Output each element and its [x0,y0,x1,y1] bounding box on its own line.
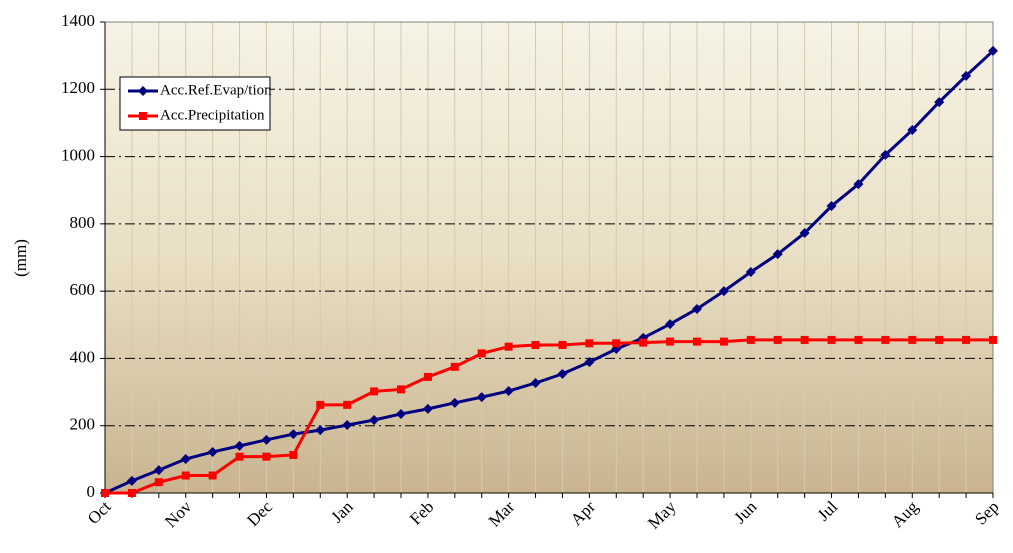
marker [719,337,728,346]
marker [827,335,836,344]
marker [503,386,514,397]
marker [961,70,972,81]
x-tick-label: Aug [888,497,922,531]
marker [101,489,109,497]
marker [773,335,782,344]
series-line [105,338,993,495]
marker [988,45,998,56]
marker [935,335,944,344]
marker [639,338,648,347]
marker [316,400,325,409]
marker [665,319,676,330]
marker [127,489,136,497]
marker [153,465,164,476]
marker [881,335,890,344]
marker [826,201,837,212]
marker [397,385,405,394]
x-tick-label: Jan [327,497,357,527]
marker [423,372,432,381]
marker [449,397,460,408]
x-tick-label: Sep [971,497,1002,528]
marker [207,446,218,457]
marker [989,335,997,344]
x-tick-label: Oct [84,497,115,528]
y-tick-label: 400 [70,347,96,366]
marker [477,349,486,358]
marker [154,478,163,487]
marker [908,335,917,344]
marker [370,387,379,396]
y-tick-label: 0 [87,482,96,501]
marker [854,335,863,344]
marker [584,357,595,368]
marker [422,403,433,414]
marker [261,434,272,445]
marker [235,452,244,461]
marker [181,471,190,480]
marker [288,429,299,440]
y-tick-label: 1400 [61,11,95,30]
y-tick-label: 200 [70,415,96,434]
marker [180,454,191,465]
marker [800,335,809,344]
legend-box [119,76,271,131]
legend-label: Acc.Ref.Evap/tion [160,82,272,98]
marker [557,368,568,379]
marker [289,450,298,459]
legend-label: Acc.Precipitation [160,107,265,123]
marker [531,340,540,349]
marker [558,340,567,349]
marker [934,97,945,108]
x-tick-label: Mar [485,497,519,531]
marker [369,414,380,425]
marker [342,420,353,431]
marker [585,339,594,348]
x-tick-label: Nov [161,497,195,531]
marker [139,112,147,120]
marker [504,342,513,351]
marker [693,337,701,346]
y-tick-label: 600 [70,280,96,299]
marker [745,266,756,277]
marker [880,149,891,160]
y-tick-label: 1000 [61,145,95,164]
marker [476,392,487,403]
x-tick-label: Apr [567,497,599,529]
x-tick-label: Jun [730,497,760,527]
marker [530,377,541,388]
marker [138,86,148,96]
y-tick-label: 1200 [61,78,95,97]
marker [208,471,217,480]
x-tick-label: Dec [243,497,276,530]
marker [450,362,459,371]
marker [746,335,755,344]
marker [853,179,864,190]
marker [799,227,810,238]
y-axis-label: (mm) [11,239,30,277]
marker [343,400,352,409]
marker [666,337,675,346]
marker [126,475,137,486]
marker [612,339,621,348]
x-tick-label: Feb [406,497,437,528]
marker [907,124,918,135]
x-tick-label: Jul [814,497,842,525]
marker [396,408,406,419]
marker [315,425,326,436]
y-tick-label: 800 [70,213,96,232]
marker [262,452,271,461]
marker [962,335,971,344]
marker [772,249,783,260]
marker [692,303,702,314]
marker [234,440,245,451]
series-line [104,49,995,495]
x-tick-label: May [644,497,680,533]
marker [718,286,729,297]
